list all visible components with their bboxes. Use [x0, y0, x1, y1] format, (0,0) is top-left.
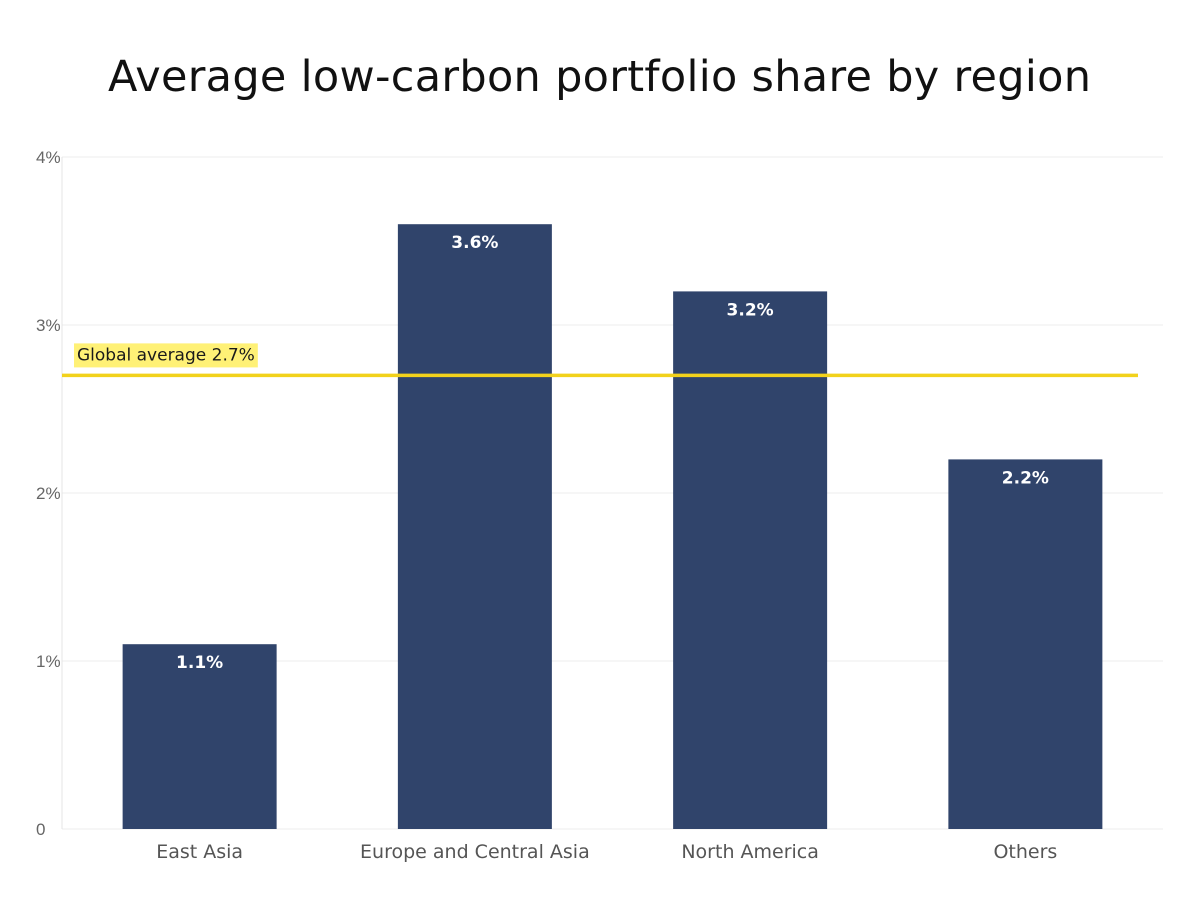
x-category-label: East Asia — [156, 841, 243, 863]
x-category-label: Europe and Central Asia — [360, 841, 590, 863]
y-tick-label: 0 — [36, 820, 45, 839]
global-average-label: Global average 2.7% — [77, 345, 255, 365]
y-tick-label: 4% — [36, 148, 61, 167]
bar — [397, 224, 552, 829]
bar — [122, 644, 277, 829]
x-category-label: North America — [681, 841, 819, 863]
reference-label-highlight — [74, 343, 258, 368]
chart-title: Average low-carbon portfolio share by re… — [108, 52, 1092, 102]
bar-data-label: 3.6% — [451, 233, 498, 253]
bar-data-label: 1.1% — [176, 653, 223, 673]
y-tick-label: 3% — [36, 316, 61, 335]
y-axis-ticks: 0 1% 2% 3% 4% — [36, 148, 61, 839]
reference-line-group: Global average 2.7% — [62, 343, 1138, 378]
x-category-label: Others — [993, 841, 1057, 863]
data-labels: 1.1% 3.6% 3.2% 2.2% — [176, 233, 1049, 673]
bar-data-label: 3.2% — [727, 300, 774, 320]
bars — [122, 224, 1103, 829]
y-tick-label: 2% — [36, 484, 61, 503]
bar-data-label: 2.2% — [1002, 468, 1049, 488]
bar — [673, 291, 828, 829]
y-tick-label: 1% — [36, 652, 61, 671]
x-axis-categories: East Asia Europe and Central Asia North Am… — [156, 841, 1057, 863]
bar — [948, 459, 1103, 829]
